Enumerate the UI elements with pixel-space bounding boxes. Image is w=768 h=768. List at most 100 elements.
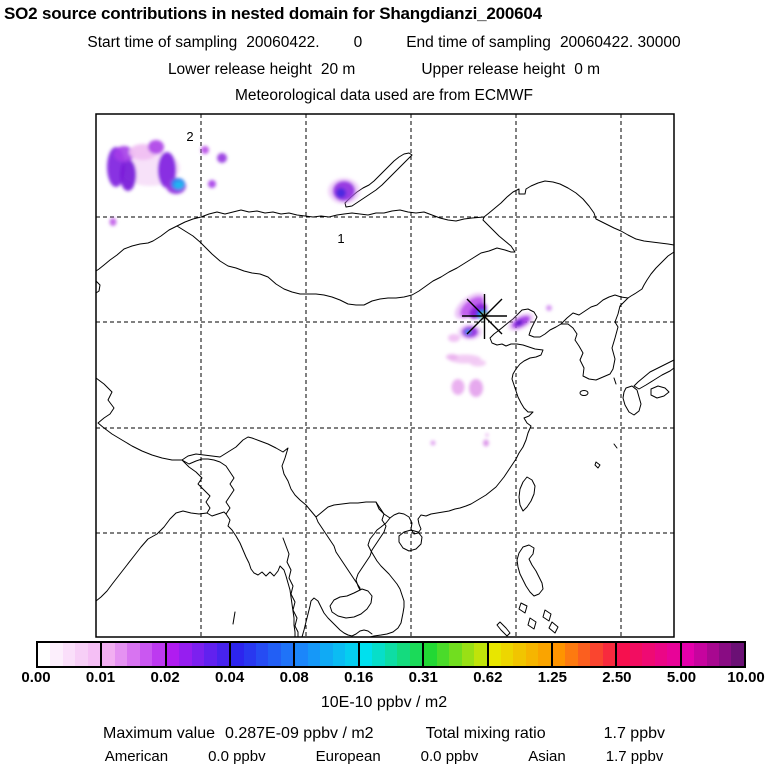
colorbar-tick-label: 10.00 [727,669,765,686]
region-value: 0.0 ppbv [208,748,266,765]
colorbar-cell [216,643,230,666]
sampling-start-label: Start time of sampling [87,34,238,51]
meteorology-line: Meteorological data used are from ECMWF [234,87,534,104]
colorbar-cell [231,643,244,666]
colorbar-cell [204,643,217,666]
region-contribution: Asian 1.7 ppbv [528,748,663,765]
colorbar-segment [422,643,487,666]
colorbar-segment [38,643,101,666]
lower-release-value: 20 m [320,61,356,78]
colorbar-tick-label: 0.01 [85,669,116,686]
colorbar-tick-label: 0.31 [408,669,438,686]
maximum-value-line: Maximum value 0.287E-09 ppbv / m2 Total mi… [0,725,768,743]
sampling-end-label: End time of sampling [406,34,551,51]
colorbar-cell [538,643,551,666]
colorbar-cell [488,643,501,666]
colorbar-segment [293,643,358,666]
colorbar-cell [295,643,308,666]
colorbar-cell [731,643,744,666]
colorbar-cell [87,643,101,666]
region-contribution: American 0.0 ppbv [105,748,266,765]
colorbar-cell [602,643,616,666]
colorbar-cell [127,643,140,666]
upper-release-label: Upper release height [421,61,566,78]
colorbar-cell [500,643,514,666]
plume-number-labels: 2 1 [186,129,344,246]
colorbar-unit-label: 10E-10 ppbv / m2 [320,694,448,711]
colorbar-cell [256,643,269,666]
total-ratio-label: Total mixing ratio [425,725,546,742]
colorbar-cell [102,643,115,666]
page-title: SO2 source contributions in nested domai… [4,4,542,23]
colorbar-cell [50,643,63,666]
colorbar-cell [577,643,591,666]
colorbar-cell [320,643,333,666]
colorbar-cell [513,643,526,666]
colorbar-cell [681,643,695,666]
colorbar-cell [629,643,643,666]
upper-release-value: 0 m [574,61,601,78]
colorbar-cell [179,643,192,666]
coastlines-borders [95,152,675,638]
colorbar-tick-label: 0.08 [279,669,309,686]
colorbar-cell [397,643,410,666]
colorbar-cell [461,643,475,666]
colorbar-tick-label: 2.50 [602,669,632,686]
colorbar-cell [345,643,358,666]
colorbar-cell [268,643,281,666]
colorbar-segment [164,643,230,666]
region-name: Asian [528,748,566,765]
colorbar-cell [590,643,603,666]
colorbar-cell [617,643,630,666]
colorbar-segment [615,643,680,666]
latlon-gridlines [96,114,674,637]
colorbar-cell [62,643,76,666]
colorbar-cell [191,643,205,666]
colorbar-cell [525,643,539,666]
colorbar-tick-label: 0.62 [473,669,503,686]
colorbar-cell [166,643,180,666]
sampling-start-hour: 0 [353,34,363,51]
colorbar-cell [75,643,88,666]
colorbar-segment [357,643,423,666]
colorbar-cell [152,643,165,666]
map-frame [95,113,675,638]
colorbar [36,641,746,668]
colorbar-cell [436,643,450,666]
colorbar-cell [384,643,398,666]
sampling-end-value: 20060422. 30000 [559,34,681,51]
colorbar-cell [139,643,153,666]
colorbar-segment [550,643,616,666]
colorbar-cell [114,643,128,666]
region-value: 1.7 ppbv [605,748,664,765]
colorbar-cell [654,643,668,666]
region-name: European [315,748,381,765]
concentration-plumes [107,140,552,447]
colorbar-cell [552,643,566,666]
colorbar-cell [280,643,294,666]
colorbar-segment [679,643,744,666]
sampling-times-line: Start time of sampling 20060422. 0 End time… [0,34,768,52]
total-ratio-value: 1.7 ppbv [603,725,665,742]
colorbar-tick-labels: 0.00 0.01 0.02 0.04 0.08 0.16 0.31 0.62 1.25 2.50… [21,669,764,689]
receptor-marker [462,294,507,339]
colorbar-cell [719,643,732,666]
plume-label-1: 1 [337,231,344,246]
colorbar-cell [332,643,346,666]
colorbar-segment [486,643,551,666]
region-contribution: European 0.0 ppbv [316,748,479,765]
colorbar-cell [449,643,462,666]
release-heights-line: Lower release height 20 m Upper release he… [0,61,768,79]
colorbar-cell [359,643,373,666]
colorbar-cell [307,643,321,666]
region-value: 0.0 ppbv [420,748,479,765]
maximum-label: Maximum value [102,725,216,742]
lower-release-label: Lower release height [167,61,312,78]
colorbar-cell [642,643,655,666]
maximum-value: 0.287E-09 ppbv / m2 [225,725,374,742]
colorbar-tick-label: 0.02 [150,669,180,686]
colorbar-tick-label: 1.25 [537,669,567,686]
